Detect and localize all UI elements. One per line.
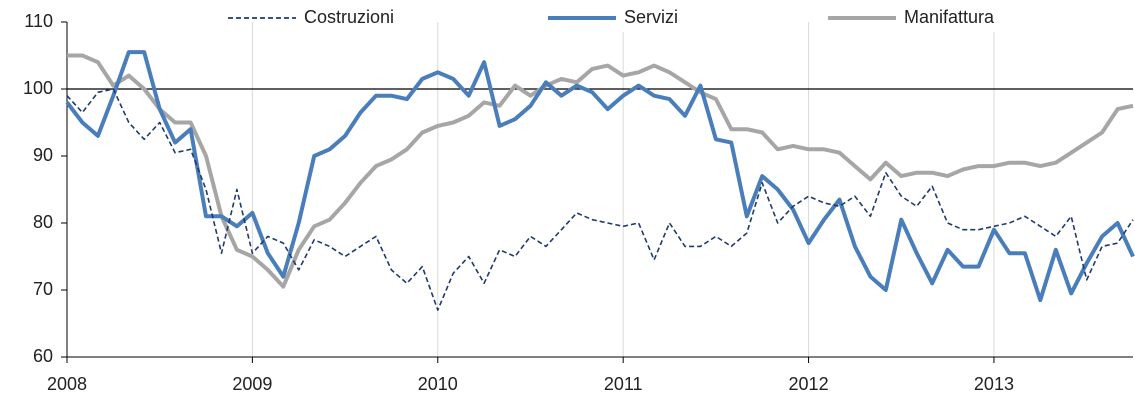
legend-label: Manifattura bbox=[904, 7, 995, 27]
legend-bg bbox=[620, 4, 740, 32]
y-tick-label: 110 bbox=[24, 11, 53, 31]
x-tick-label: 2011 bbox=[604, 374, 643, 394]
y-tick-label: 70 bbox=[33, 279, 53, 299]
x-tick-label: 2013 bbox=[974, 374, 1014, 394]
x-tick-label: 2012 bbox=[789, 374, 829, 394]
y-tick-label: 90 bbox=[33, 145, 53, 165]
legend-bg bbox=[900, 4, 1020, 32]
x-tick-label: 2008 bbox=[47, 374, 87, 394]
series-line bbox=[66, 88, 1134, 311]
legend-bg bbox=[300, 4, 420, 32]
y-tick-label: 60 bbox=[33, 346, 53, 366]
y-tick-label: 100 bbox=[23, 78, 53, 98]
legend-label: Servizi bbox=[624, 7, 678, 27]
x-tick-label: 2010 bbox=[418, 374, 458, 394]
x-tick-label: 2009 bbox=[232, 374, 272, 394]
series-line bbox=[67, 53, 1134, 289]
legend-label: Costruzioni bbox=[304, 7, 394, 27]
y-tick-label: 80 bbox=[33, 212, 53, 232]
